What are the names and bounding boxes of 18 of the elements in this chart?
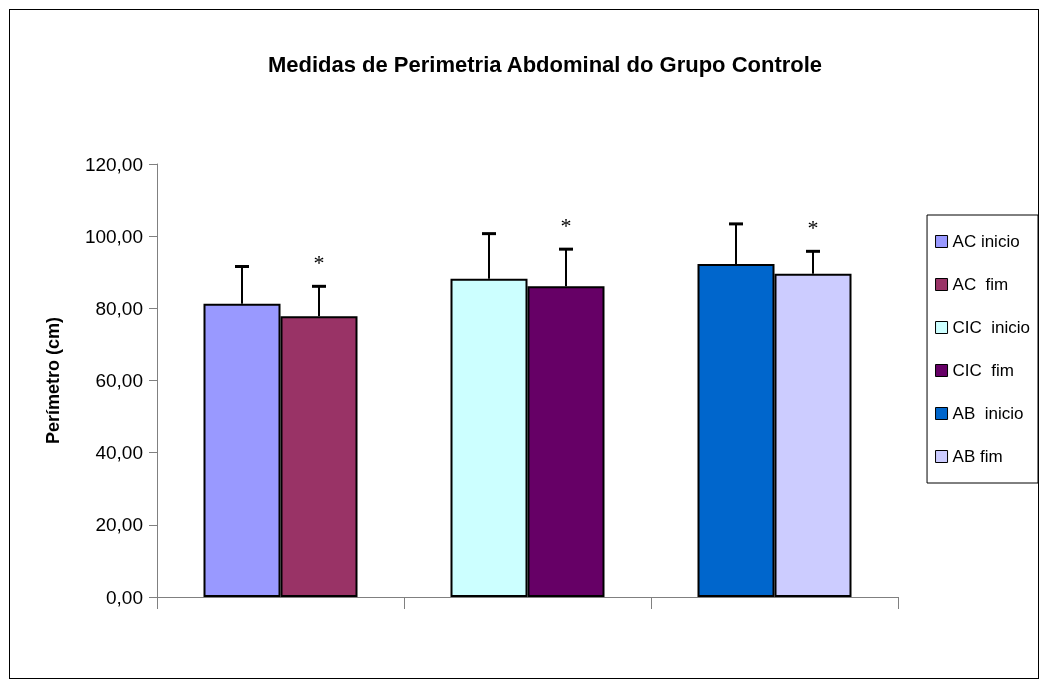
annotation: * <box>807 214 819 240</box>
y-axis-title: Perímetro (cm) <box>43 316 63 445</box>
legend-label: AB fim <box>952 447 1003 466</box>
y-tick-label: 80,00 <box>95 297 143 319</box>
y-tick-label: 40,00 <box>95 442 143 464</box>
legend-label: CIC fim <box>952 361 1014 380</box>
chart-title: Medidas de Perimetria Abdominal do Grupo Controle <box>267 51 823 77</box>
legend-label: AC fim <box>952 275 1009 294</box>
legend-label: CIC inicio <box>952 318 1031 337</box>
annotation: * <box>313 249 325 275</box>
legend-label: AC inicio <box>952 232 1020 251</box>
y-tick-label: 0,00 <box>106 586 143 608</box>
annotation: * <box>560 212 572 238</box>
y-tick-label: 20,00 <box>95 514 143 536</box>
y-tick-label: 100,00 <box>84 225 143 247</box>
y-tick-label: 60,00 <box>95 370 143 391</box>
legend-label: AB inicio <box>952 404 1024 423</box>
y-tick-label: 120,00 <box>84 153 143 175</box>
